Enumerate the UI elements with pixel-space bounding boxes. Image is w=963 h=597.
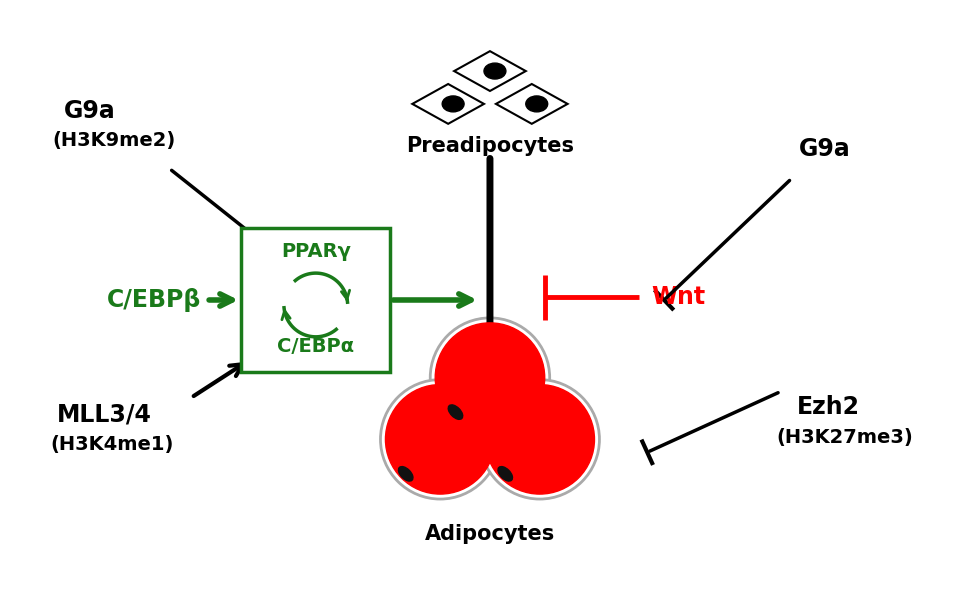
Polygon shape — [496, 84, 567, 124]
Text: Ezh2: Ezh2 — [796, 395, 860, 420]
Ellipse shape — [498, 467, 512, 481]
Circle shape — [480, 380, 599, 499]
Polygon shape — [412, 84, 484, 124]
Circle shape — [435, 323, 545, 432]
Ellipse shape — [526, 96, 548, 112]
Text: (H3K27me3): (H3K27me3) — [776, 428, 913, 447]
Circle shape — [385, 384, 495, 494]
Ellipse shape — [442, 96, 464, 112]
Circle shape — [430, 318, 550, 438]
Text: Adipocytes: Adipocytes — [425, 524, 555, 544]
Bar — [241, 228, 390, 372]
Text: C/EBPβ: C/EBPβ — [107, 288, 201, 312]
Text: Wnt: Wnt — [651, 285, 705, 309]
Text: G9a: G9a — [798, 137, 850, 161]
Circle shape — [380, 380, 500, 499]
Ellipse shape — [484, 63, 506, 79]
Text: (H3K9me2): (H3K9me2) — [52, 131, 175, 150]
Ellipse shape — [399, 467, 413, 481]
Text: PPARγ: PPARγ — [281, 242, 351, 261]
Text: (H3K4me1): (H3K4me1) — [50, 435, 173, 454]
Text: MLL3/4: MLL3/4 — [57, 402, 152, 426]
Ellipse shape — [448, 405, 462, 419]
Circle shape — [485, 384, 594, 494]
Text: C/EBPα: C/EBPα — [277, 337, 354, 356]
Text: G9a: G9a — [64, 99, 116, 123]
Polygon shape — [455, 51, 526, 91]
Text: Preadipocytes: Preadipocytes — [406, 136, 574, 156]
